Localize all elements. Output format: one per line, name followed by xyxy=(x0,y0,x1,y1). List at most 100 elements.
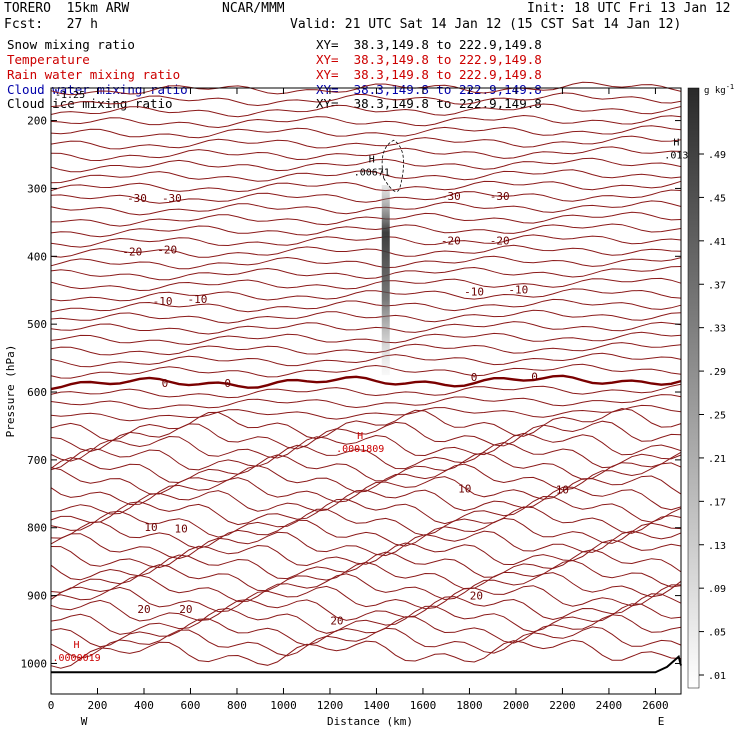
isotherm-line xyxy=(50,223,682,238)
extrema-markers: H .0001809 H .0000019 H .00671 H .013 xyxy=(52,138,688,664)
x-axis-west-label: W xyxy=(81,715,88,728)
y-tick-label: 400 xyxy=(27,250,47,263)
isotherm-line xyxy=(50,506,682,538)
x-tick-label: 0 xyxy=(48,699,55,712)
colorbar-unit-exponent: -1 xyxy=(726,83,734,91)
isotherm-line xyxy=(50,614,682,648)
isotherm-line xyxy=(50,407,682,442)
y-tick-label: 700 xyxy=(27,454,47,467)
colorbar-bar xyxy=(687,87,700,689)
isotherm-line xyxy=(50,266,682,281)
field-xy-rain: XY= 38.3,149.8 to 222.9,149.8 xyxy=(316,67,542,82)
isotherm-line xyxy=(50,309,682,324)
x-axis-east-label: E xyxy=(658,715,665,728)
colorbar-label: .37 xyxy=(708,280,726,291)
valid-time: Valid: 21 UTC Sat 14 Jan 12 (15 CST Sat … xyxy=(290,17,682,32)
isotherm-line xyxy=(50,626,682,659)
extremum-symbol: H xyxy=(357,431,363,442)
isotherm-line xyxy=(50,404,682,422)
isotherm-line xyxy=(50,603,682,635)
temperature-contour-label: 20 xyxy=(470,590,483,603)
temperature-contour-label: -30 xyxy=(441,190,461,203)
isotherm-line xyxy=(50,374,682,391)
x-tick-label: 1000 xyxy=(270,699,297,712)
colorbar-label: .33 xyxy=(708,324,726,335)
isotherm-line xyxy=(50,495,682,526)
temperature-contour-label: -20 xyxy=(441,235,461,248)
extremum-symbol: H xyxy=(74,640,80,651)
isotherm-line xyxy=(50,420,682,453)
isotherm-line xyxy=(50,363,682,379)
temperature-contour-label: 0 xyxy=(471,371,478,384)
isotherm-line xyxy=(50,114,682,129)
temperature-contour-label: -20 xyxy=(490,235,510,248)
temperature-contour-label: -30 xyxy=(162,192,182,205)
x-tick-label: 2600 xyxy=(642,699,669,712)
temperature-contours xyxy=(50,81,682,669)
temperature-contour-label: 0 xyxy=(224,377,231,390)
isotherm-line xyxy=(50,530,682,560)
temperature-contour-label: -30 xyxy=(127,192,147,205)
extremum-value: .0000019 xyxy=(52,653,100,664)
plot-frame xyxy=(50,87,682,695)
x-tick-label: 1200 xyxy=(317,699,344,712)
x-tick-label: 200 xyxy=(88,699,108,712)
isotherm-line xyxy=(50,103,682,118)
isotherm-line xyxy=(50,432,682,462)
field-xy-temperature: XY= 38.3,149.8 to 222.9,149.8 xyxy=(316,52,542,67)
temperature-contour-label: -10 xyxy=(464,286,484,299)
field-name-snow: Snow mixing ratio xyxy=(7,37,135,52)
x-tick-label: 1400 xyxy=(363,699,390,712)
temperature-contour-label: 20 xyxy=(137,603,150,616)
x-tick-label: 800 xyxy=(227,699,247,712)
isotherm-line xyxy=(50,559,682,593)
isotherm-line xyxy=(50,277,682,292)
snow-column xyxy=(381,139,405,376)
colorbar-label: .25 xyxy=(708,411,726,422)
isotherm-line xyxy=(50,342,682,356)
x-tick-label: 1800 xyxy=(456,699,483,712)
colorbar-label: .49 xyxy=(708,150,726,161)
organization-label: NCAR/MMM xyxy=(222,1,285,16)
isotherm-line xyxy=(50,298,682,313)
colorbar-label: .17 xyxy=(708,497,726,508)
forecast-hour: Fcst: 27 h xyxy=(4,17,98,32)
isotherm-line xyxy=(50,189,682,204)
colorbar-label: .41 xyxy=(708,237,726,248)
temperature-contour-label: -20 xyxy=(157,244,177,257)
extremum-value: .013 xyxy=(664,151,688,162)
isotherm-line xyxy=(50,200,682,216)
colorbar: .49 .45 .41 .37 .33 .29 .25 .21 .17 .13 .09 .05 .01 xyxy=(687,87,726,689)
snow-column-shading xyxy=(381,185,390,376)
isotherm-line xyxy=(50,517,682,549)
colorbar-unit: g kg-1 xyxy=(704,83,734,96)
x-tick-label: 600 xyxy=(181,699,201,712)
x-axis-title: Distance (km) xyxy=(327,715,413,728)
isotherm-line xyxy=(50,180,682,193)
colorbar-label: .29 xyxy=(708,367,726,378)
colorbar-label: .05 xyxy=(708,628,726,639)
y-tick-label: 900 xyxy=(27,590,47,603)
x-tick-label: 1600 xyxy=(410,699,437,712)
colorbar-label: .09 xyxy=(708,584,726,595)
temperature-contour-label: 10 xyxy=(458,482,471,495)
temperature-contour-label: -10 xyxy=(508,284,528,297)
contour-labels: -30 -30 -30 -30 -20 -20 -20 -20 -10 -10 -10 -10 0 0 0 0… xyxy=(122,190,569,628)
top-left-label: -1.25 xyxy=(55,90,85,101)
colorbar-label: .13 xyxy=(708,541,726,552)
isotherm-line xyxy=(50,211,682,227)
isotherm-line xyxy=(50,593,682,622)
isotherm-line xyxy=(50,639,682,669)
isotherm-line xyxy=(50,321,682,335)
temperature-contour-label: 20 xyxy=(330,615,343,628)
isotherm-line xyxy=(50,584,681,613)
x-tick-label: 400 xyxy=(134,699,154,712)
temperature-contour-label: 0 xyxy=(162,377,169,390)
isotherm-line xyxy=(50,255,682,270)
extremum-value: .0001809 xyxy=(336,444,384,455)
isotherm-line xyxy=(50,383,682,399)
isotherm-line xyxy=(50,157,682,173)
temperature-contour-label: 10 xyxy=(175,522,188,535)
y-tick-label: 300 xyxy=(27,182,47,195)
